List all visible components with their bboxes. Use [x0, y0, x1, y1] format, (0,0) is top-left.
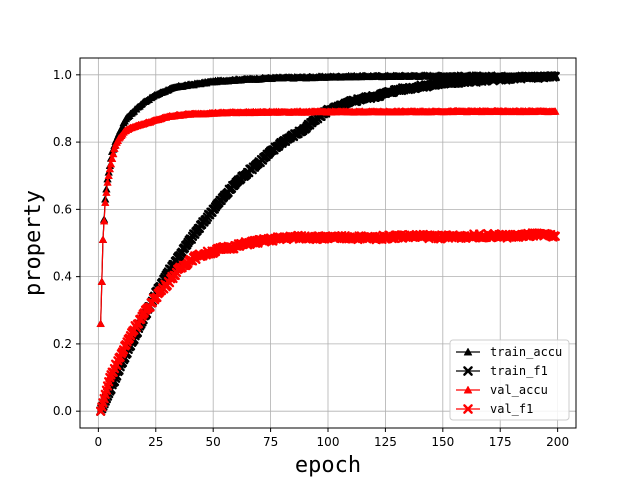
legend-marker: [463, 404, 473, 414]
data-point: [105, 164, 115, 173]
y-tick-label: 0.0: [53, 404, 72, 418]
series-val_accu: [96, 106, 560, 328]
legend-marker: [463, 366, 473, 376]
series-group: [96, 70, 560, 416]
x-axis: 0 25 50 75 100 125 150 175 200: [95, 428, 569, 449]
x-tick-label: 200: [546, 435, 569, 449]
x-tick-label: 125: [374, 435, 397, 449]
y-tick-label: 0.6: [53, 202, 72, 216]
y-axis-label: property: [21, 190, 46, 296]
x-tick-label: 175: [489, 435, 512, 449]
data-point: [104, 171, 113, 180]
y-tick-label: 1.0: [53, 68, 72, 82]
x-tick-label: 100: [317, 435, 340, 449]
y-tick-label: 0.4: [53, 270, 72, 284]
data-point: [107, 154, 117, 162]
x-tick-label: 0: [95, 435, 103, 449]
x-tick-label: 25: [148, 435, 163, 449]
y-tick-label: 0.8: [53, 135, 72, 149]
data-point: [98, 235, 108, 243]
series-val_f1: [96, 228, 560, 416]
x-tick-label: 50: [206, 435, 221, 449]
data-point: [96, 319, 105, 328]
legend-box: [449, 339, 570, 421]
legend-item-val_accu: val_accu: [456, 383, 548, 397]
y-tick-label: 0.2: [53, 337, 72, 351]
data-point: [551, 107, 560, 115]
legend: train_accu train_f1 val_accu val_f1: [449, 339, 570, 421]
data-point: [103, 178, 112, 186]
data-point: [101, 198, 110, 206]
data-point: [550, 231, 560, 241]
x-axis-label: epoch: [295, 453, 361, 478]
legend-label: train_accu: [490, 345, 562, 359]
legend-label: val_f1: [490, 402, 533, 416]
x-tick-label: 75: [263, 435, 278, 449]
data-point: [109, 149, 118, 158]
data-point: [99, 216, 109, 225]
legend-item-train_accu: train_accu: [456, 345, 562, 359]
legend-marker: [463, 385, 473, 394]
legend-label: train_f1: [490, 364, 548, 378]
legend-label: val_accu: [490, 383, 548, 397]
legend-marker: [463, 347, 473, 356]
x-tick-label: 150: [431, 435, 454, 449]
legend-item-train_f1: train_f1: [456, 364, 548, 378]
y-axis: 0.0 0.2 0.4 0.6 0.8 1.0: [53, 68, 80, 418]
legend-item-val_f1: val_f1: [456, 402, 533, 416]
data-point: [550, 71, 560, 82]
data-point: [106, 159, 116, 168]
data-point: [97, 277, 107, 285]
data-point: [102, 188, 111, 196]
